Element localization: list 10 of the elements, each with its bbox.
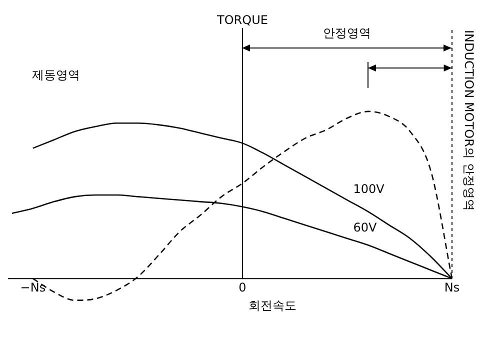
series-label: 100V (353, 182, 386, 196)
series-label: 60V (353, 220, 378, 235)
x-axis-title: 회전속도 (248, 298, 296, 313)
text: TORQUE (216, 13, 268, 28)
text: INDUCTION MOTOR의 안정영역 (462, 30, 476, 211)
text: 제동영역 (32, 68, 80, 82)
x-tick-label: 0 (238, 280, 246, 295)
text: 안정영역 (323, 26, 372, 40)
x-tick-label: −Ns (20, 280, 46, 295)
x-tick-label: Ns (444, 280, 460, 295)
